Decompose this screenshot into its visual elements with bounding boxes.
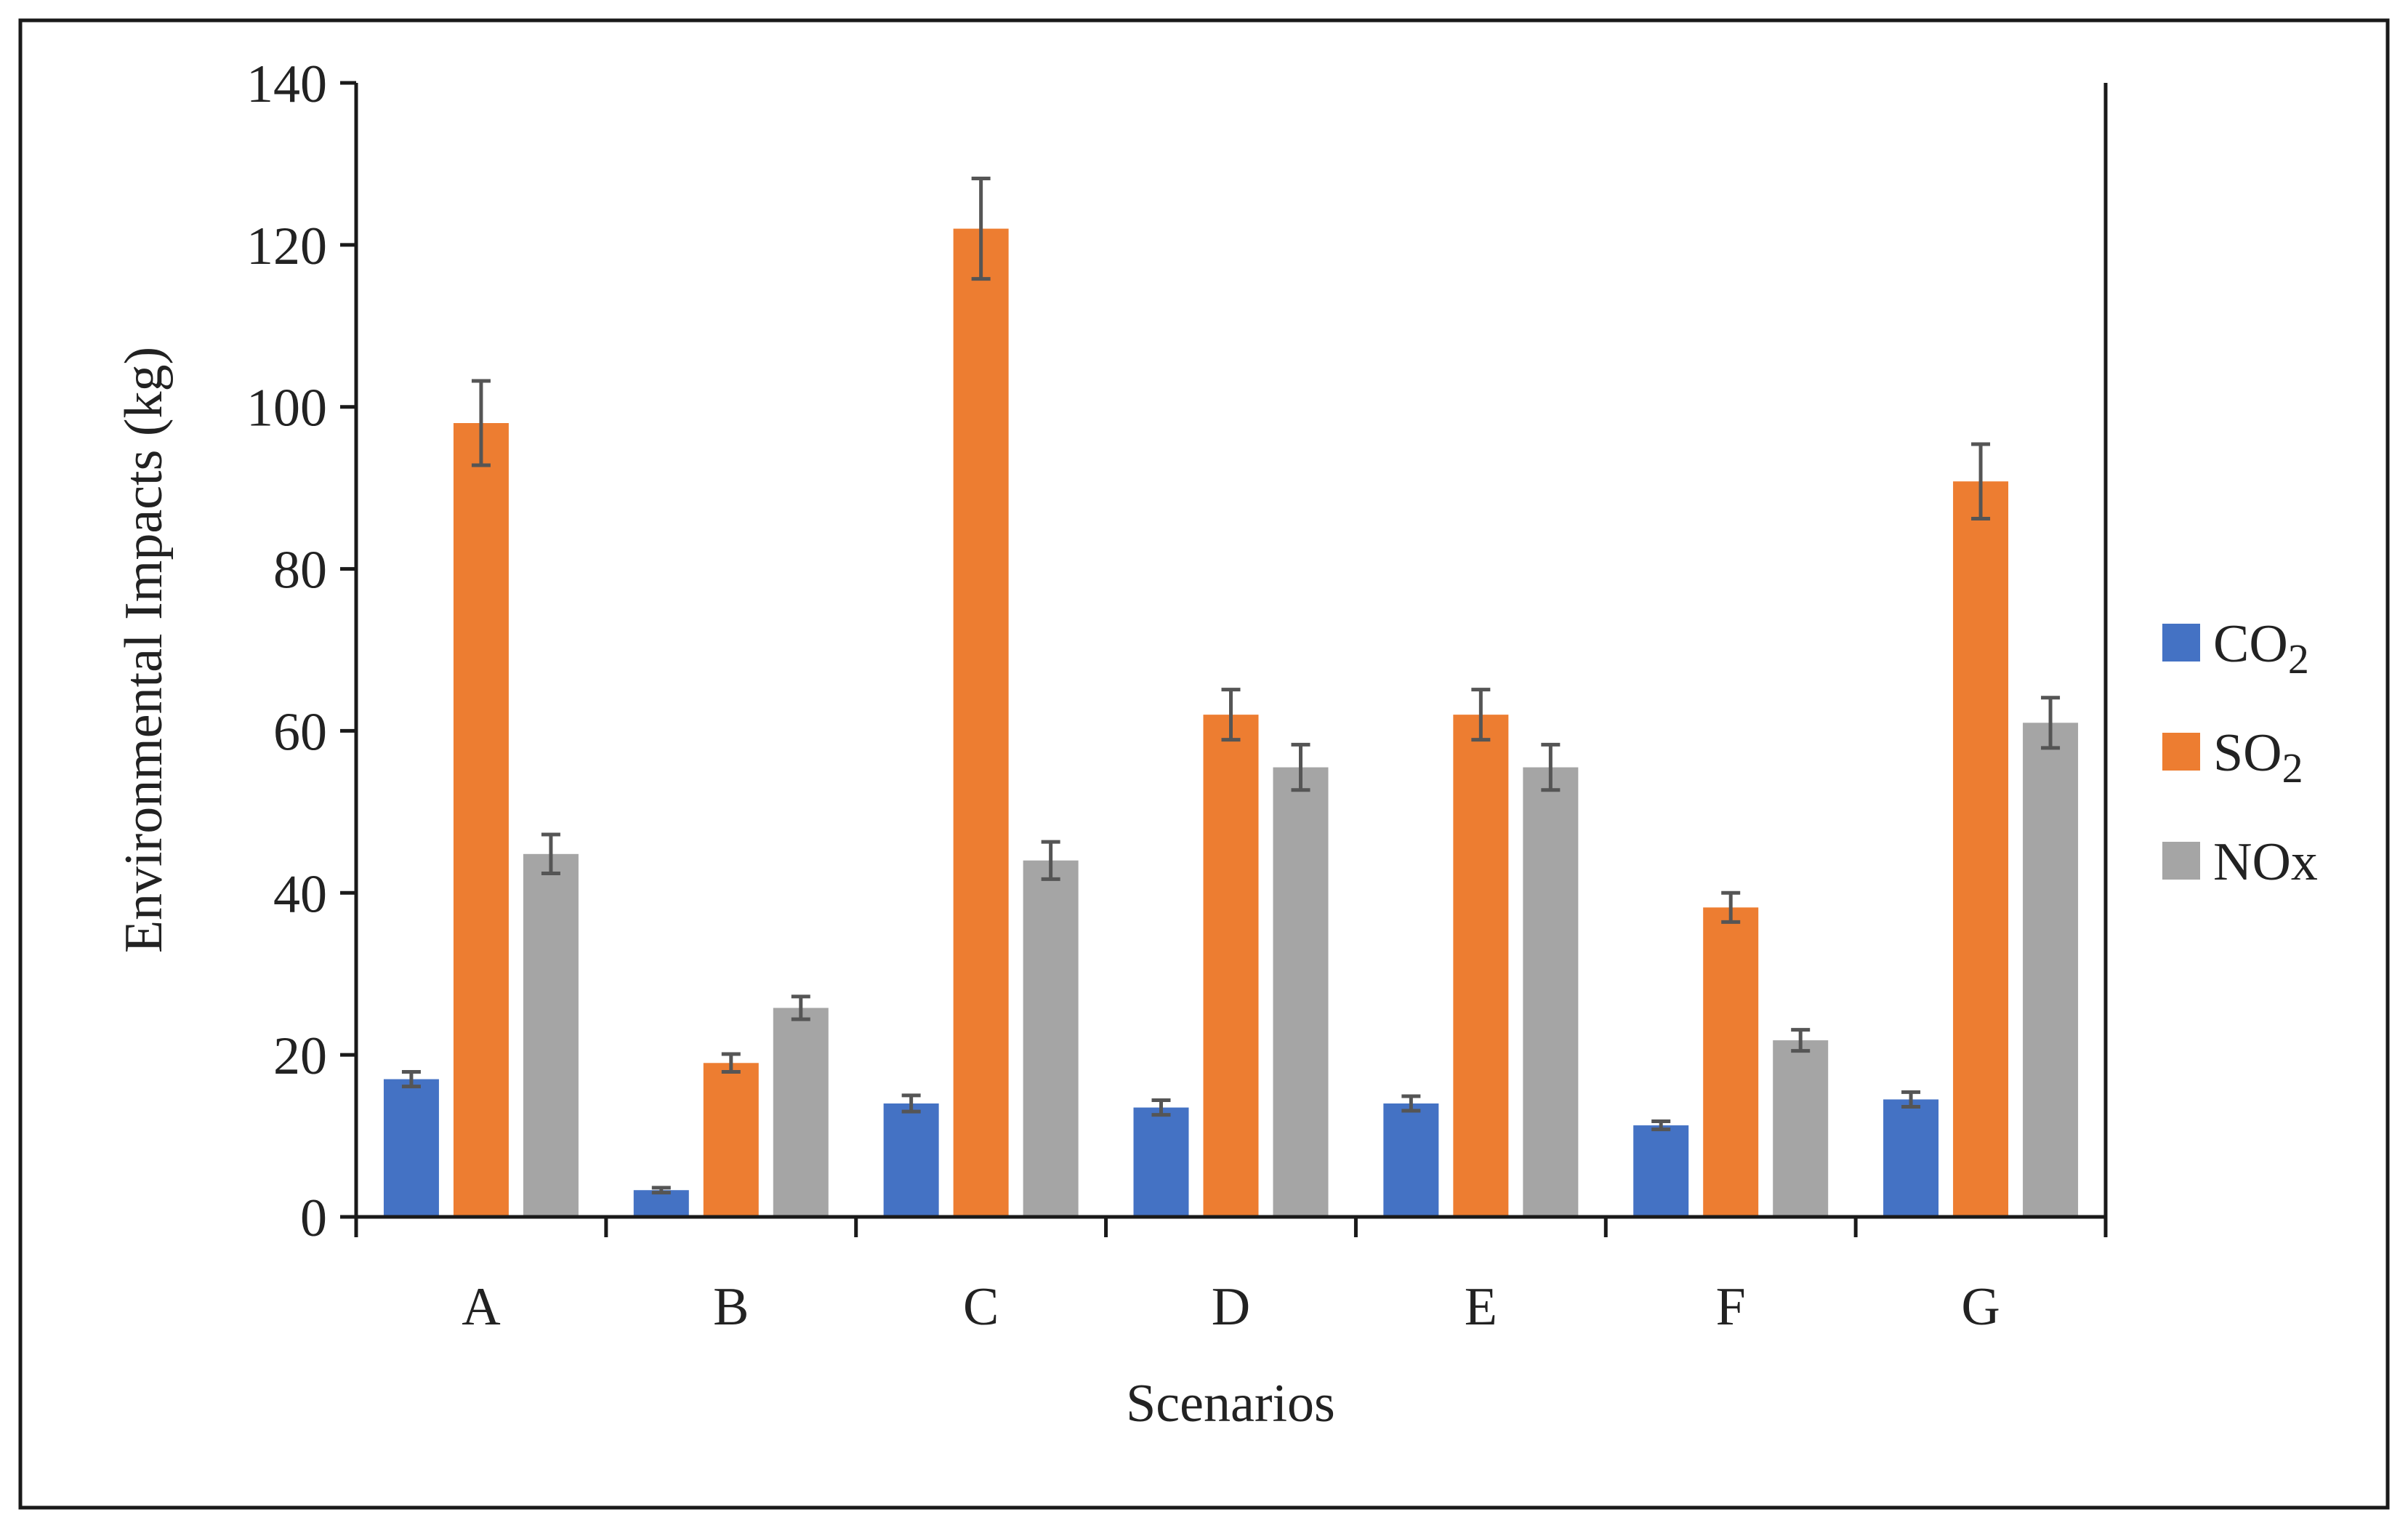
bar — [773, 1008, 829, 1217]
y-tick-label: 120 — [246, 217, 327, 276]
error-bar — [541, 832, 560, 876]
error-bar — [1041, 840, 1060, 881]
bar — [883, 1103, 939, 1217]
legend-label-main: NOx — [2213, 832, 2318, 892]
axes — [354, 83, 2108, 1219]
bar — [1133, 1107, 1189, 1217]
y-tick-label: 20 — [273, 1026, 327, 1086]
x-tick-label: G — [1961, 1277, 2000, 1337]
legend-item: CO2 — [2162, 614, 2309, 683]
bar — [2023, 723, 2079, 1217]
x-tick-label: D — [1212, 1277, 1250, 1337]
error-bar — [1721, 890, 1741, 924]
legend-label-subscript: 2 — [2288, 635, 2309, 683]
error-bar — [1791, 1028, 1811, 1053]
bar — [1023, 860, 1079, 1217]
error-bar — [1901, 1090, 1921, 1109]
x-tick-label: F — [1716, 1277, 1746, 1337]
legend-label: NOx — [2213, 832, 2318, 892]
error-bar — [1291, 742, 1310, 792]
bar — [1453, 715, 1509, 1217]
error-bar — [651, 1186, 671, 1195]
legend-item: SO2 — [2162, 723, 2303, 792]
y-axis-title: Environmental Impacts (kg) — [114, 347, 174, 953]
legend-label-main: SO — [2213, 723, 2282, 783]
bar — [383, 1079, 439, 1217]
bar — [1633, 1125, 1689, 1217]
y-tick-label: 60 — [273, 702, 327, 762]
x-tick-label: C — [963, 1277, 999, 1337]
bar — [953, 228, 1009, 1218]
legend-label-subscript: 2 — [2282, 744, 2303, 792]
x-tick-label: B — [713, 1277, 749, 1337]
bar — [1273, 767, 1329, 1217]
error-bar — [721, 1052, 741, 1074]
error-bar — [971, 176, 991, 281]
legend-swatch — [2162, 842, 2200, 880]
bar — [1383, 1103, 1439, 1217]
y-tick-label: 0 — [300, 1189, 327, 1248]
x-tick-label: A — [462, 1277, 500, 1337]
error-bar — [1651, 1119, 1671, 1132]
error-bar — [1221, 688, 1241, 742]
error-bar — [791, 994, 810, 1021]
bar — [703, 1063, 759, 1217]
y-tick-label: 40 — [273, 864, 327, 924]
bar — [1953, 481, 2009, 1217]
legend-label: SO2 — [2213, 723, 2303, 792]
x-tick-label: E — [1465, 1277, 1497, 1337]
y-tick-label: 100 — [246, 379, 327, 438]
error-bar — [1401, 1094, 1421, 1113]
tick-labels: 0 20 40 60 80 100 120 140 A B C D E F G — [246, 55, 2108, 1337]
bar — [633, 1190, 689, 1217]
y-tick-label: 140 — [246, 55, 327, 114]
bar — [1883, 1099, 1939, 1217]
bar — [453, 423, 509, 1217]
x-axis-title: Scenarios — [1126, 1374, 1335, 1433]
error-bar — [1541, 742, 1561, 792]
bar — [1703, 907, 1759, 1217]
legend-label-main: CO — [2213, 614, 2288, 674]
error-bar — [1971, 442, 1991, 520]
bar — [1523, 767, 1579, 1217]
bar — [1203, 715, 1259, 1217]
error-bar — [1471, 688, 1491, 742]
bar — [1773, 1040, 1829, 1217]
legend-item: NOx — [2162, 832, 2318, 892]
legend-label: CO2 — [2213, 614, 2309, 683]
legend-swatch — [2162, 733, 2200, 771]
error-bar — [2041, 696, 2061, 750]
legend-swatch — [2162, 624, 2200, 662]
error-bar — [401, 1070, 421, 1089]
bar — [523, 853, 579, 1217]
y-tick-label: 80 — [273, 541, 327, 600]
error-bar — [1151, 1098, 1171, 1117]
error-bar — [471, 379, 491, 467]
error-bar — [901, 1093, 921, 1114]
plot-area — [383, 176, 2079, 1218]
